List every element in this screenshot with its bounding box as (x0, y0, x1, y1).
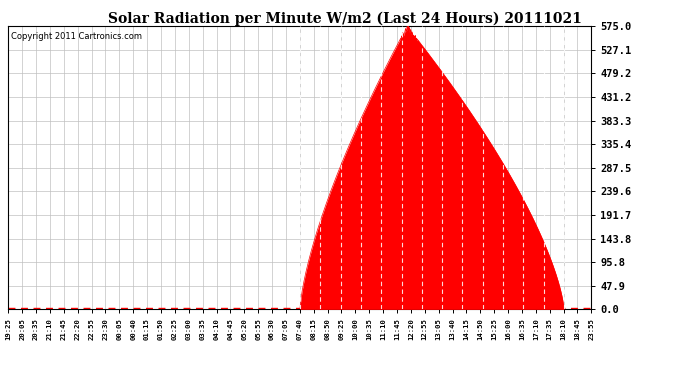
Text: Solar Radiation per Minute W/m2 (Last 24 Hours) 20111021: Solar Radiation per Minute W/m2 (Last 24… (108, 11, 582, 26)
Text: Copyright 2011 Cartronics.com: Copyright 2011 Cartronics.com (11, 32, 142, 41)
